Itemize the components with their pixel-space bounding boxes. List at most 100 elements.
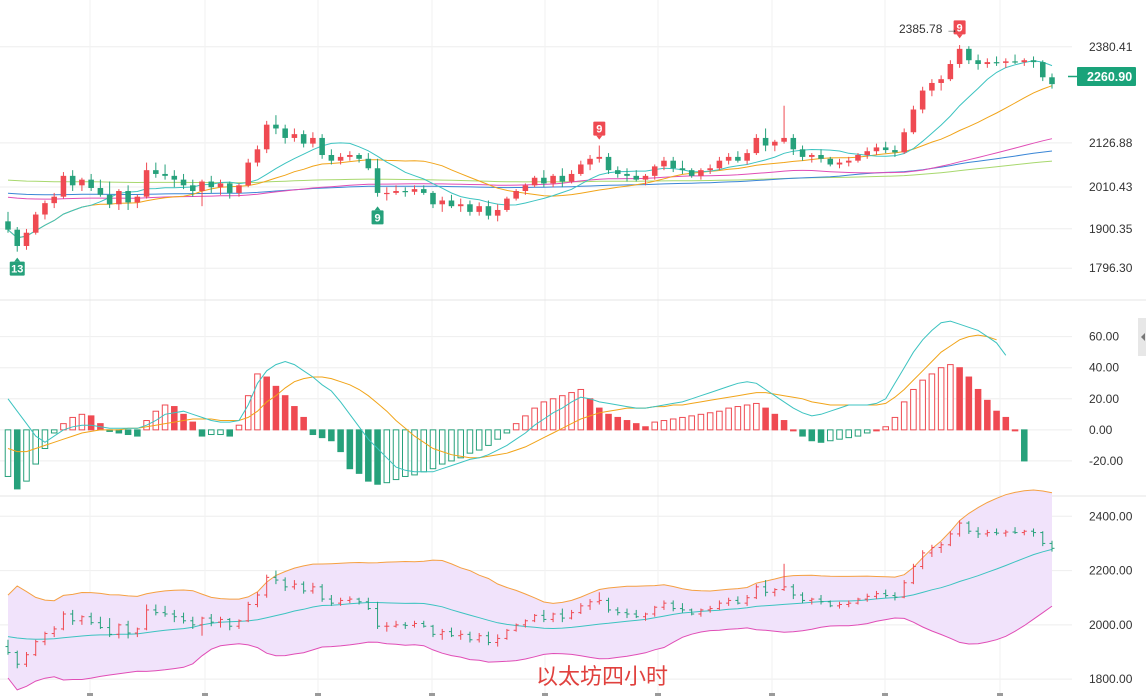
candle (143, 162, 150, 199)
panel-resize-handle[interactable] (1138, 318, 1146, 356)
candle (1049, 73, 1055, 89)
ohlc-bar (929, 544, 935, 557)
ohlc-bar (356, 597, 362, 605)
candle (707, 164, 713, 174)
candle-body (790, 137, 797, 150)
candle-body (365, 158, 372, 169)
ohlc-bar (827, 600, 833, 608)
macd-histogram-bar (771, 413, 779, 431)
high-price-label: 2385.78 → (899, 22, 958, 36)
candle (180, 173, 187, 190)
macd-histogram-bar (947, 364, 954, 431)
candle (263, 120, 270, 154)
candle-body (984, 62, 991, 65)
x-axis-tick (202, 693, 208, 696)
macd-histogram-bar (161, 404, 169, 431)
candle-body (938, 79, 944, 83)
ohlc-bar (282, 577, 288, 591)
candle-body (707, 168, 713, 171)
current-price-tag: 2260.90 (1068, 67, 1136, 86)
candle-body (180, 179, 187, 186)
ohlc-bar (587, 599, 593, 610)
candle-body (374, 168, 381, 193)
ohlc-bar (97, 616, 103, 629)
macd-histogram-bar (910, 388, 917, 431)
candle-body (596, 156, 603, 159)
ohlc-bar (652, 605, 658, 617)
candle (467, 200, 473, 216)
ohlc-bar (485, 631, 491, 646)
macd-histogram-bar (863, 429, 871, 434)
macd-histogram-bar (522, 415, 529, 431)
ohlc-bar (217, 616, 223, 628)
candle (929, 79, 935, 97)
macd-histogram-bar (559, 395, 566, 431)
y-tick-label: 2200.00 (1089, 564, 1133, 578)
candle-body (531, 177, 538, 186)
candle-body (254, 149, 261, 163)
macd-histogram-bar (956, 367, 963, 431)
ohlc-bar (957, 520, 963, 537)
td-count-pointer (596, 135, 603, 140)
ohlc-bar (384, 622, 390, 632)
candle (809, 153, 815, 163)
y-tick-label: 60.00 (1089, 330, 1119, 344)
candle (966, 46, 972, 65)
candle-body (744, 153, 750, 161)
macd-histogram-bar (808, 429, 816, 442)
macd-histogram-bar (596, 407, 603, 431)
candle (430, 191, 436, 209)
ohlc-bar (920, 550, 926, 570)
candle-body (845, 160, 852, 163)
macd-histogram-bar (189, 421, 197, 431)
macd-histogram-bar (531, 407, 538, 431)
candle-body (14, 229, 21, 246)
ohlc-bar (319, 584, 325, 602)
candle-body (1003, 61, 1009, 63)
ohlc-bar (892, 592, 898, 601)
ohlc-bar (60, 611, 66, 631)
candle (384, 187, 390, 201)
macd-histogram-bar (540, 401, 548, 431)
macd-histogram-bar (171, 406, 178, 431)
x-axis-tick (997, 693, 1003, 696)
td-count-marker: 13 (9, 257, 25, 276)
macd-histogram-bar (134, 429, 141, 437)
macd-histogram-bar (503, 429, 511, 434)
candle (393, 185, 399, 195)
td-count-value: 13 (11, 264, 23, 276)
candle (97, 179, 104, 197)
macd-histogram-bar (882, 426, 889, 431)
ohlc-bar (661, 600, 667, 610)
bollinger-mid-line (7, 548, 1053, 640)
macd-histogram-bar (854, 429, 862, 437)
candle (116, 189, 122, 210)
td-count-pointer (14, 257, 21, 262)
candle-body (781, 137, 787, 142)
candle (14, 227, 21, 252)
candle-body (642, 175, 649, 180)
macd-histogram-bar (346, 429, 354, 470)
ohlc-bar (116, 623, 122, 639)
candle (190, 179, 196, 197)
macd-histogram-bar (937, 367, 945, 431)
macd-histogram-bar (355, 429, 363, 474)
candle (79, 177, 85, 192)
ohlc-bar (365, 597, 371, 610)
candle-body (162, 173, 168, 176)
macd-histogram-bar (716, 410, 723, 431)
macd-histogram-bar (475, 429, 483, 451)
candle (226, 181, 233, 199)
candle (457, 198, 464, 212)
y-tick-label: 2400.00 (1089, 509, 1133, 523)
ohlc-bar (781, 563, 787, 591)
candle-body (799, 149, 806, 157)
candle (254, 145, 261, 167)
ohlc-bar (1031, 528, 1037, 537)
macd-histogram-bar (374, 429, 381, 485)
macd-histogram-bar (254, 373, 261, 431)
macd-panel (4, 320, 1028, 490)
ohlc-bar (328, 595, 334, 606)
ohlc-bar (421, 620, 427, 628)
x-axis-tick (542, 693, 548, 696)
